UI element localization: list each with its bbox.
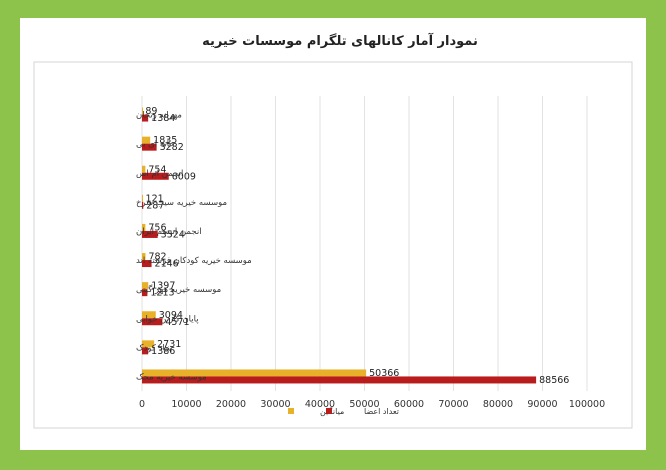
bar [142,143,157,151]
data-label: 754 [148,164,166,175]
category-label: خانه ای بی [136,140,175,150]
bar [142,201,144,209]
data-label: 3524 [161,229,185,240]
data-label: 1213 [150,288,174,299]
x-tick-label: 80000 [483,399,513,410]
bar [142,376,537,384]
data-label: 3282 [160,142,184,153]
x-tick-label: 90000 [527,399,557,410]
data-label: 4571 [165,317,189,328]
data-label: 6009 [172,171,196,182]
x-tick-label: 0 [139,399,145,410]
chart-canvas: نمودار آمار کانالهای تلگرام موسسات خیریه… [33,32,633,429]
x-tick-label: 50000 [349,399,379,410]
chart-title: نمودار آمار کانالهای تلگرام موسسات خیریه [202,32,478,49]
category-label: پایان کارتن خوابی [136,314,199,324]
category-label: موسسه خیریه محک [136,372,207,382]
bar [142,311,156,319]
x-tick-label: 100000 [569,399,605,410]
data-label: 88566 [539,375,569,386]
data-label: 782 [148,252,166,263]
bar [142,340,155,348]
bar [142,230,158,238]
bar [142,347,149,355]
data-label: 756 [148,222,166,233]
bar [142,253,146,261]
data-label: 2146 [155,259,179,270]
data-label: 89 [145,106,157,117]
data-label: 2731 [157,339,181,350]
category-labels: مهرانه زنجان خانه ای بی انجمن ام اس موسسه خ… [136,111,252,383]
bar [142,318,163,326]
x-tick-label: 40000 [305,399,335,410]
bar [142,172,169,180]
bar [142,194,143,202]
data-label: 1384 [151,113,175,124]
category-label: مهرانه زنجان [136,111,182,121]
data-label: 1386 [151,346,175,357]
legend-label: میانگین [320,406,344,416]
bar [142,369,367,377]
plot-border [33,61,633,429]
category-label: موسسه خیریه سیب سرخ [136,198,227,208]
category-label: انجمن ام اس [136,169,183,179]
data-label: 1397 [151,281,175,292]
bars [142,107,537,384]
legend-label: تعداد اعضا [364,407,399,416]
data-label: 50366 [369,368,399,379]
chart-frame: نمودار آمار کانالهای تلگرام موسسات خیریه… [20,18,646,450]
category-label: بنیاد کودک [136,343,172,353]
data-label: 287 [146,200,164,211]
category-label: موسسه خیریه کودکان فرشته اند [136,256,252,266]
data-label: 1835 [153,135,177,146]
category-label: موسسه خیریه مهر گیتی [136,284,221,295]
legend-swatch [288,408,294,414]
x-tick-label: 10000 [171,399,201,410]
legend: میانگین تعداد اعضا [288,406,399,416]
x-tick-label: 20000 [216,399,246,410]
gridlines [141,96,588,391]
bar [142,114,149,122]
bar [142,136,151,144]
x-tick-label: 30000 [260,399,290,410]
data-label: 3094 [159,310,183,321]
legend-swatch [326,408,332,414]
x-axis-ticks: 0 10000 20000 30000 40000 50000 60000 70000 8000… [139,399,605,410]
bar [142,107,143,115]
x-tick-label: 60000 [394,399,424,410]
bar [142,260,152,268]
data-label: 121 [146,193,164,204]
bar [142,165,146,173]
category-label: انجمن اتیسم ایران [136,227,202,237]
bar [142,282,149,290]
bar [142,289,148,297]
bar [142,223,146,231]
x-tick-label: 70000 [438,399,468,410]
